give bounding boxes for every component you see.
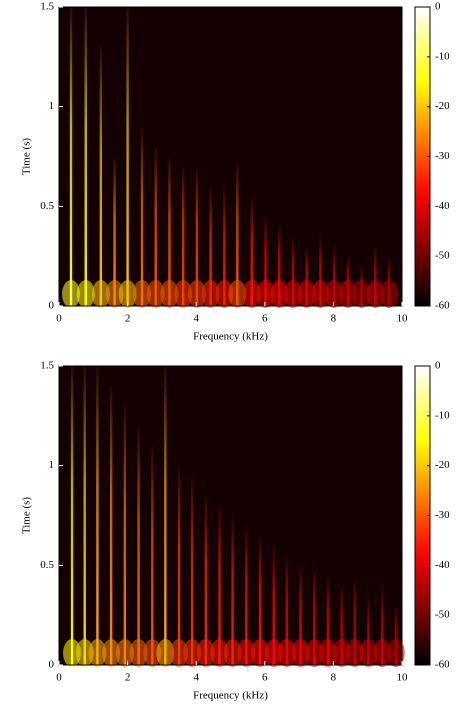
partial (258, 535, 262, 665)
colorbar-tick-label: -50 (435, 250, 450, 262)
partial (177, 465, 181, 665)
x-tick-label: 0 (56, 313, 62, 325)
partial (346, 256, 350, 306)
partial (299, 565, 302, 665)
partial (164, 366, 167, 665)
partial (291, 236, 295, 306)
partial (140, 126, 144, 306)
partial (154, 146, 157, 306)
colorbar-tick-label: 0 (435, 360, 441, 372)
x-tick-label: 2 (125, 313, 131, 325)
partial (380, 585, 384, 665)
colorbar-tick-label: -20 (435, 459, 450, 471)
y-tick-label: 1.5 (40, 360, 54, 372)
plot-background (59, 7, 402, 306)
partial (305, 246, 308, 306)
y-tick-label: 1 (49, 459, 55, 471)
partial (285, 555, 288, 665)
partial (126, 7, 129, 306)
partial (245, 525, 248, 665)
colorbar-tick-label: 0 (435, 1, 441, 13)
colorbar-tick-label: -10 (435, 50, 450, 62)
partial (340, 585, 343, 665)
partial (367, 595, 370, 665)
y-axis-label: Time (s) (21, 497, 33, 535)
x-axis-label: Frequency (kHz) (193, 690, 268, 702)
partial (394, 605, 398, 665)
x-tick-label: 10 (397, 313, 409, 325)
x-axis-label: Frequency (kHz) (193, 331, 268, 343)
x-tick-label: 4 (193, 672, 199, 684)
y-tick-label: 0 (49, 300, 55, 312)
colorbar-tick-label: -60 (435, 659, 450, 671)
partial (109, 385, 113, 665)
y-axis-label: Time (s) (21, 138, 33, 176)
partial (99, 46, 103, 306)
x-tick-label: 8 (331, 672, 337, 684)
y-tick-label: 0.5 (40, 559, 54, 571)
colorbar-tick-label: -40 (435, 200, 450, 212)
partial (272, 545, 275, 665)
partial (332, 246, 336, 306)
x-tick-label: 8 (331, 313, 337, 325)
partial (250, 196, 253, 306)
partial (70, 366, 74, 665)
colorbar-tick-label: -50 (435, 609, 450, 621)
partial (137, 425, 140, 665)
partial (190, 475, 194, 665)
partial (278, 226, 281, 306)
y-tick-label: 0.5 (40, 200, 54, 212)
colorbar-tick-label: -10 (435, 409, 450, 421)
partial (236, 162, 239, 306)
partial (353, 575, 356, 665)
plot-frame (58, 365, 403, 666)
partial (204, 495, 208, 665)
colorbar-tick-label: -30 (435, 509, 450, 521)
partial (181, 166, 185, 306)
plot-background (59, 366, 402, 665)
partial (387, 256, 391, 306)
x-tick-label: 6 (262, 313, 268, 325)
partial (218, 505, 221, 665)
colorbar-tick-label: -60 (435, 300, 450, 312)
x-tick-label: 2 (125, 672, 131, 684)
partial (151, 445, 154, 665)
partial (326, 575, 330, 665)
colorbar-tick-label: -40 (435, 559, 450, 571)
partial (84, 7, 87, 306)
y-tick-label: 0 (49, 659, 55, 671)
partial (96, 366, 99, 665)
x-tick-label: 6 (262, 672, 268, 684)
plot-frame (58, 6, 403, 307)
partial (123, 405, 127, 665)
partial (209, 186, 212, 306)
x-tick-label: 4 (193, 313, 199, 325)
partial (360, 266, 363, 306)
x-tick-label: 0 (56, 672, 62, 684)
partial (264, 216, 267, 306)
x-tick-label: 10 (397, 672, 409, 684)
y-tick-label: 1 (49, 100, 55, 112)
partial (69, 7, 73, 306)
partial (223, 186, 226, 306)
partial (374, 246, 377, 306)
y-tick-label: 1.5 (40, 1, 54, 13)
partial (195, 166, 199, 306)
partial (113, 156, 116, 306)
colorbar-tick-label: -20 (435, 100, 450, 112)
colorbar-tick-label: -30 (435, 150, 450, 162)
partial (231, 515, 234, 665)
partial (168, 156, 171, 306)
partial (319, 236, 322, 306)
partial (312, 565, 316, 665)
partial (83, 366, 86, 665)
